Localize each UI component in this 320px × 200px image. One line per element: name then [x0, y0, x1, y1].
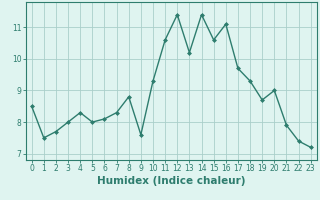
X-axis label: Humidex (Indice chaleur): Humidex (Indice chaleur) [97, 176, 245, 186]
